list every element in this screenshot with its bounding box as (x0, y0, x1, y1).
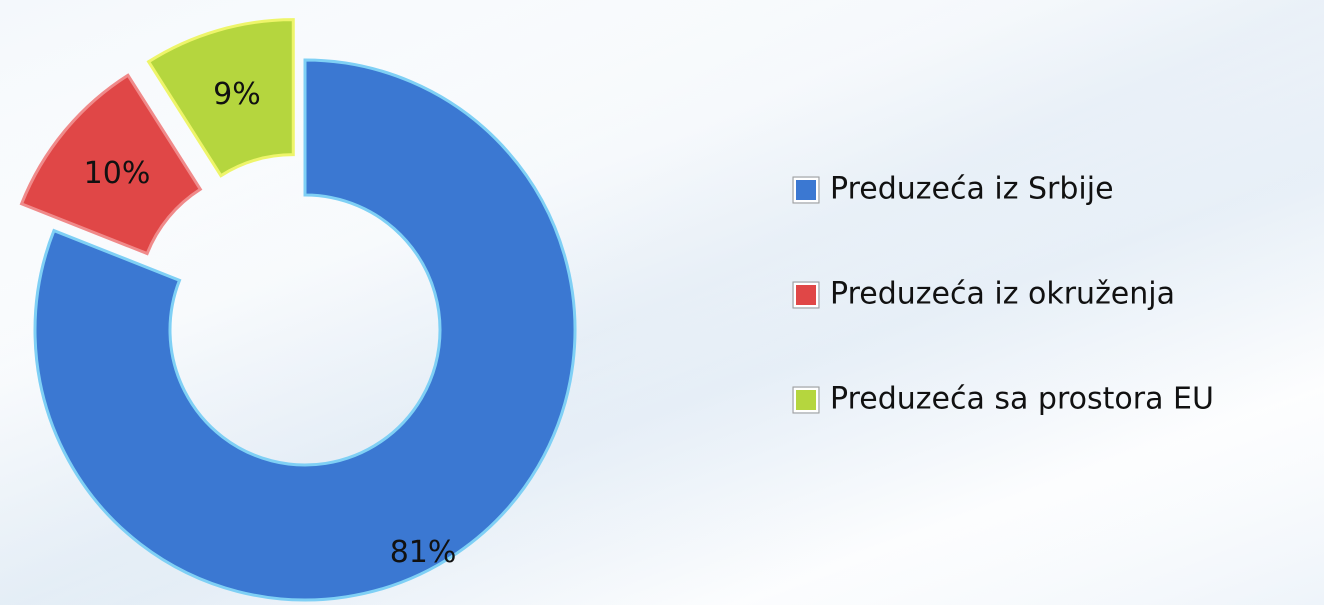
data-label: 81% (390, 535, 457, 570)
legend-label: Preduzeća iz Srbije (830, 172, 1114, 207)
donut-slice (19, 73, 203, 256)
legend-label: Preduzeća iz okruženja (830, 277, 1175, 312)
legend-swatch (794, 178, 818, 202)
donut-slice (33, 58, 577, 602)
legend-swatch (794, 283, 818, 307)
data-label: 9% (213, 77, 261, 112)
legend-swatch-border (792, 386, 820, 414)
legend-swatch-border (792, 176, 820, 204)
legend-label: Preduzeća sa prostora EU (830, 382, 1214, 417)
donut-slice (146, 18, 295, 178)
legend-swatch-border (792, 281, 820, 309)
legend-swatch (794, 388, 818, 412)
data-label: 10% (84, 156, 151, 191)
